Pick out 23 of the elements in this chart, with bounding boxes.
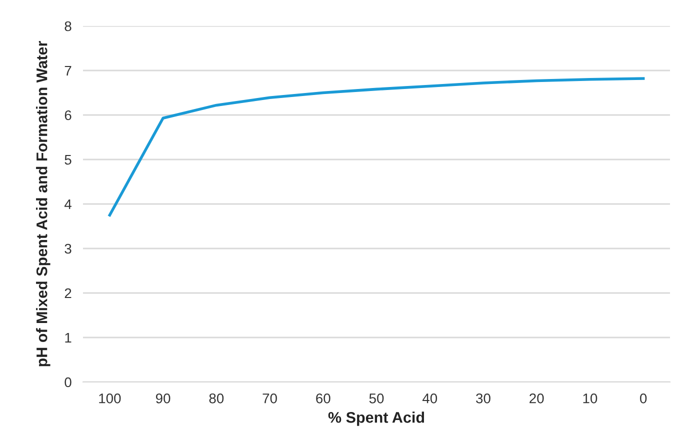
y-tick-label: 0 bbox=[64, 377, 72, 388]
y-tick-label: 7 bbox=[64, 66, 72, 76]
x-tick-label: 100 bbox=[99, 393, 121, 404]
y-tick-label: 3 bbox=[64, 244, 72, 254]
y-tick-label: 1 bbox=[65, 332, 72, 343]
y-tick-label: 8 bbox=[64, 21, 72, 32]
x-tick-label: 20 bbox=[530, 393, 544, 404]
x-tick-label: 0 bbox=[640, 393, 647, 404]
y-tick-label: 2 bbox=[64, 288, 72, 298]
x-tick-label: 40 bbox=[422, 393, 438, 404]
x-tick-label: 10 bbox=[583, 393, 598, 404]
line-series bbox=[108, 77, 645, 217]
x-tick-label: 30 bbox=[476, 393, 490, 404]
y-axis-title: pH of Mixed Spent Acid and Formation Water bbox=[36, 40, 50, 366]
x-tick-label: 90 bbox=[156, 393, 170, 404]
y-tick-label: 6 bbox=[64, 110, 72, 120]
x-tick-label: 70 bbox=[262, 393, 277, 404]
x-tick-label: 50 bbox=[369, 393, 384, 404]
x-tick-label: 60 bbox=[316, 393, 330, 404]
y-tick-label: 5 bbox=[64, 154, 72, 165]
y-tick-label: 4 bbox=[64, 199, 72, 210]
x-tick-label: 80 bbox=[209, 393, 224, 404]
x-axis-title: % Spent Acid bbox=[328, 412, 424, 426]
